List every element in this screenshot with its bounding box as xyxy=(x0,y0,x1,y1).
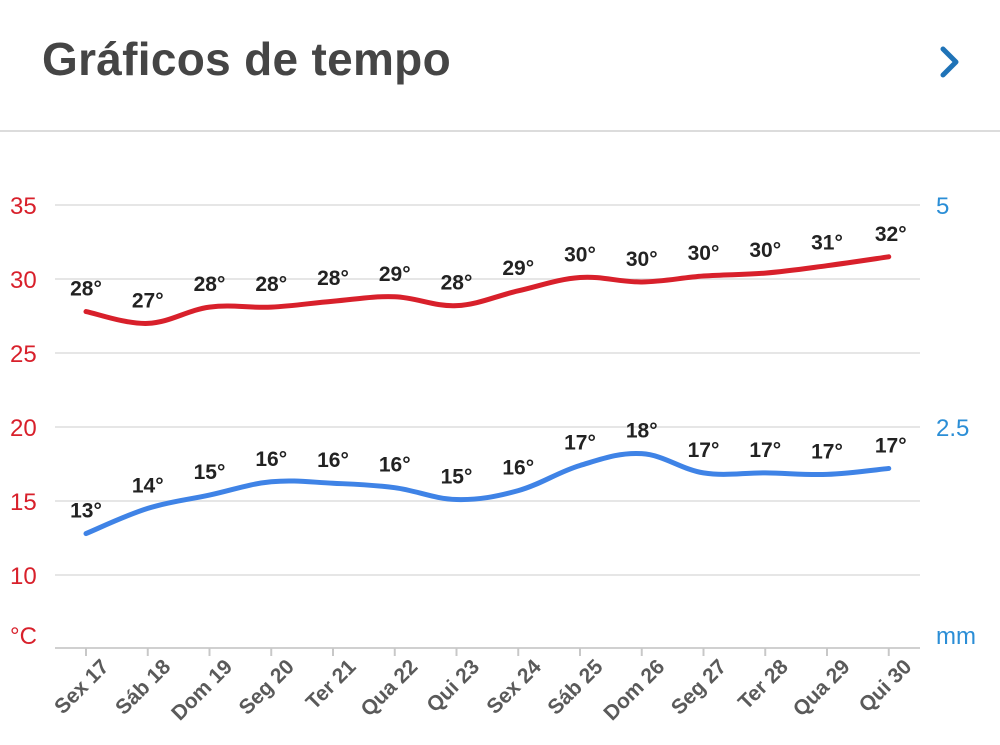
min-temperature-data-label: 15° xyxy=(441,466,473,489)
y-right-tick-label: 2.5 xyxy=(936,415,969,442)
x-tick-label: Dom 26 xyxy=(599,655,669,725)
min-temperature-data-label: 13° xyxy=(70,500,102,523)
min-temperature-data-label: 15° xyxy=(194,461,226,484)
max-temperature-data-label: 29° xyxy=(502,257,534,280)
x-tick-label: Sáb 25 xyxy=(543,655,607,719)
max-temperature-data-label: 30° xyxy=(749,239,781,262)
min-temperature-data-label: 16° xyxy=(255,448,287,471)
min-temperature-data-label: 16° xyxy=(379,454,411,477)
max-temperature-data-label: 31° xyxy=(811,232,843,255)
y-right-unit-label: mm xyxy=(936,623,976,650)
max-temperature-data-label: 30° xyxy=(564,244,596,267)
max-temperature-data-label: 28° xyxy=(317,267,349,290)
min-temperature-line xyxy=(83,450,892,537)
header: Gráficos de tempo xyxy=(0,0,1000,132)
x-tick-label: Seg 27 xyxy=(667,655,731,719)
max-temperature-data-label: 28° xyxy=(441,272,473,295)
max-temperature-line xyxy=(83,254,892,326)
y-left-tick-label: 30 xyxy=(10,267,37,294)
y-left-tick-label: 25 xyxy=(10,341,37,368)
min-temperature-data-label: 16° xyxy=(317,449,349,472)
x-tick-label: Qui 23 xyxy=(422,655,484,717)
min-temperature-data-label: 17° xyxy=(875,434,907,457)
min-temperature-data-label: 17° xyxy=(564,431,596,454)
x-tick-label: Sex 17 xyxy=(50,655,113,718)
min-temperature-data-label: 17° xyxy=(749,439,781,462)
y-left-tick-label: 15 xyxy=(10,489,37,516)
x-tick-label: Dom 19 xyxy=(167,655,237,725)
y-left-unit-label: °C xyxy=(10,623,37,650)
max-temperature-data-label: 28° xyxy=(70,278,102,301)
max-temperature-data-label: 29° xyxy=(379,263,411,286)
x-tick-label: Sáb 18 xyxy=(111,655,175,719)
max-temperature-data-label: 30° xyxy=(626,248,658,271)
min-temperature-data-label: 16° xyxy=(502,457,534,480)
max-temperature-data-label: 30° xyxy=(688,242,720,265)
x-tick-label: Seg 20 xyxy=(235,655,299,719)
x-tick-label: Ter 28 xyxy=(734,655,793,714)
max-temperature-data-label: 32° xyxy=(875,223,907,246)
x-tick-label: Qua 29 xyxy=(789,655,855,721)
max-temperature-data-label: 27° xyxy=(132,289,164,312)
y-left-tick-label: 10 xyxy=(10,563,37,590)
min-temperature-data-label: 17° xyxy=(811,440,843,463)
min-temperature-data-label: 17° xyxy=(688,439,720,462)
y-left-tick-label: 20 xyxy=(10,415,37,442)
max-temperature-data-label: 28° xyxy=(255,273,287,296)
chevron-right-icon[interactable] xyxy=(930,40,970,84)
x-tick-label: Qui 30 xyxy=(855,655,917,717)
y-left-tick-label: 35 xyxy=(10,193,37,220)
min-temperature-data-label: 14° xyxy=(132,474,164,497)
max-temperature-data-label: 28° xyxy=(194,273,226,296)
x-tick-label: Sex 24 xyxy=(482,655,546,719)
y-right-tick-label: 5 xyxy=(936,193,949,220)
x-tick-label: Qua 22 xyxy=(356,655,422,721)
page-title: Gráficos de tempo xyxy=(42,33,451,85)
min-temperature-data-label: 18° xyxy=(626,420,658,443)
x-tick-label: Ter 21 xyxy=(302,655,361,714)
